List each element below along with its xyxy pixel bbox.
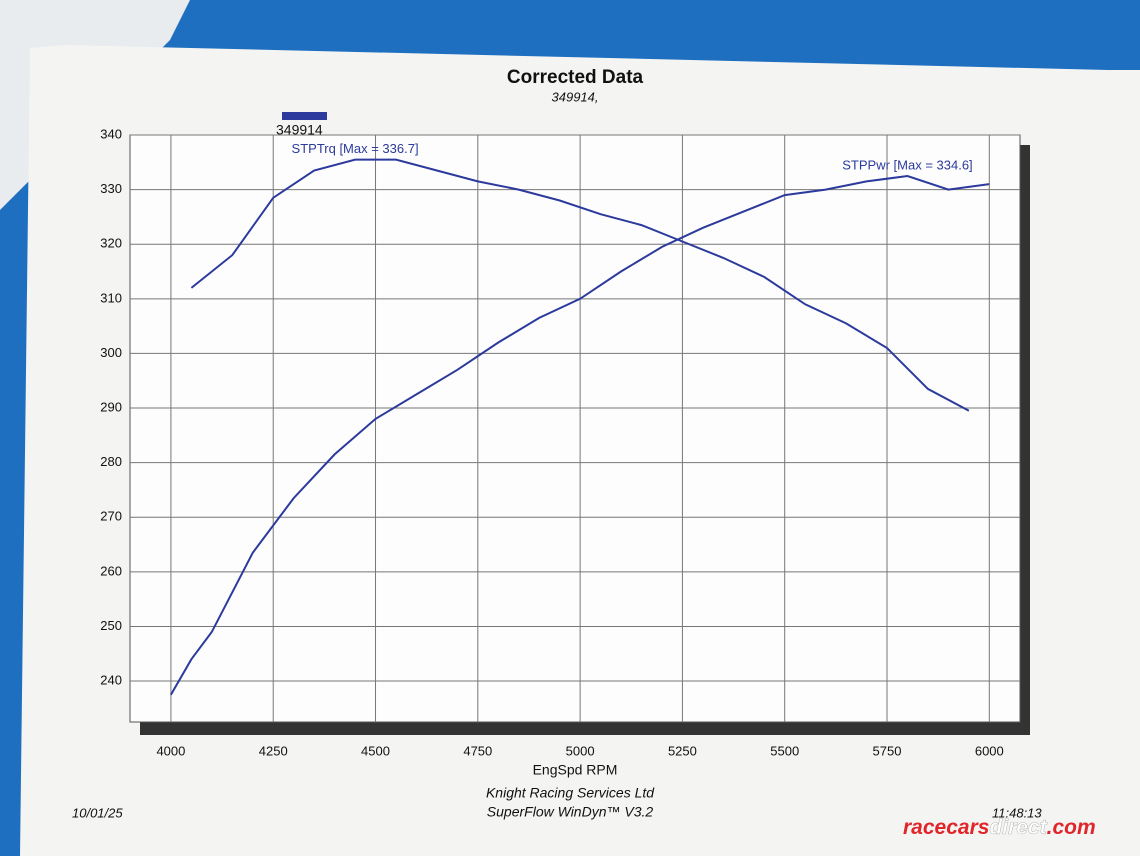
- plot-area: [129, 134, 1021, 723]
- legend-label: 349914: [276, 122, 323, 138]
- x-tick-label: 5250: [668, 743, 697, 758]
- x-tick-label: 5500: [770, 743, 799, 758]
- x-tick-label: 4750: [463, 743, 492, 758]
- watermark-part: .com: [1047, 816, 1096, 839]
- series-line: [170, 174, 990, 696]
- y-tick-label: 240: [100, 672, 122, 687]
- y-tick-label: 300: [100, 345, 122, 360]
- x-tick-label: 4000: [156, 743, 185, 758]
- series-label: STPTrq [Max = 336.7]: [292, 141, 419, 156]
- watermark-part: direct: [989, 816, 1047, 839]
- y-tick-label: 280: [100, 454, 122, 469]
- footer-software: SuperFlow WinDyn™ V3.2: [487, 804, 654, 820]
- y-tick-label: 290: [100, 399, 122, 414]
- y-tick-label: 330: [100, 181, 122, 196]
- chart-subtitle: 349914,: [552, 89, 599, 104]
- chart-title: Corrected Data: [507, 67, 644, 88]
- y-tick-label: 310: [100, 290, 122, 305]
- y-tick-label: 250: [100, 618, 122, 633]
- footer-date: 10/01/25: [72, 805, 123, 820]
- x-axis-label: EngSpd RPM: [533, 762, 618, 778]
- x-tick-label: 5000: [566, 743, 595, 758]
- y-tick-label: 260: [100, 563, 122, 578]
- watermark: racecarsdirect.com: [903, 816, 1096, 839]
- x-tick-label: 6000: [975, 743, 1004, 758]
- y-tick-label: 320: [100, 236, 122, 251]
- y-tick-label: 270: [100, 509, 122, 524]
- watermark-part: racecars: [903, 816, 989, 839]
- y-tick-label: 340: [100, 126, 122, 141]
- x-tick-label: 5750: [873, 743, 902, 758]
- legend-swatch: [282, 112, 327, 120]
- series-line: [190, 158, 970, 412]
- series-label: STPPwr [Max = 334.6]: [842, 157, 972, 172]
- x-tick-label: 4250: [259, 743, 288, 758]
- footer-time: 11:48:13: [992, 805, 1042, 820]
- x-tick-label: 4500: [361, 743, 390, 758]
- footer-company: Knight Racing Services Ltd: [486, 785, 655, 801]
